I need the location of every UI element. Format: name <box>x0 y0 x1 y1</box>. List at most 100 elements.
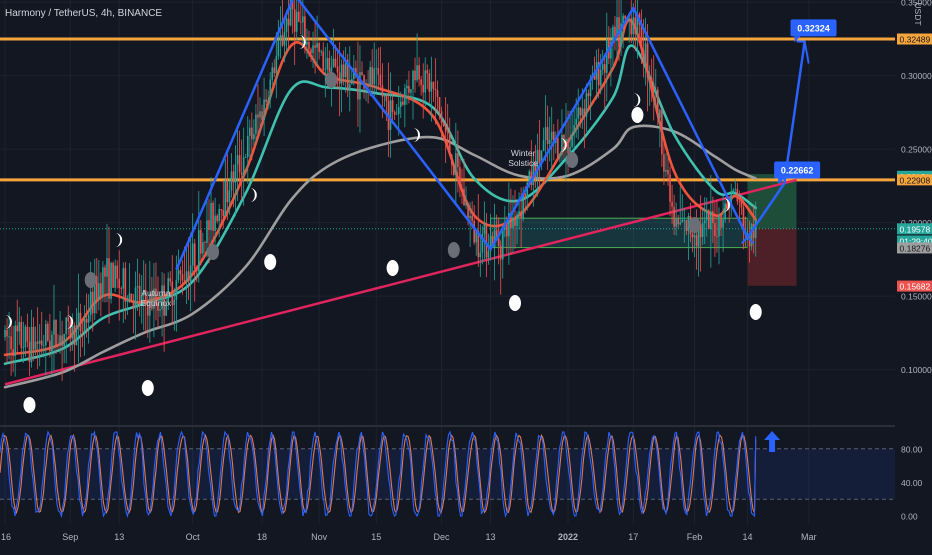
candle-body <box>361 72 363 75</box>
candle-body <box>692 234 694 237</box>
new-moon-icon <box>566 152 578 168</box>
candle-body <box>284 32 286 45</box>
candle-body <box>647 43 649 77</box>
candle-body <box>720 215 722 228</box>
candle-body <box>204 242 206 243</box>
candle-body <box>63 334 65 346</box>
candle-body <box>445 126 447 132</box>
candle-body <box>708 210 710 229</box>
x-tick-label: Nov <box>311 532 328 542</box>
candle-body <box>469 216 471 218</box>
ema-line-1 <box>5 46 756 364</box>
symbol-header: Harmony / TetherUS, 4h, BINANCE <box>5 8 162 19</box>
full-moon-icon <box>631 107 643 123</box>
candle-body <box>606 40 608 73</box>
candle-body <box>300 22 302 23</box>
candle-body <box>390 100 392 130</box>
candle-body <box>125 268 127 302</box>
candle-body <box>21 322 23 348</box>
candle-body <box>739 201 741 202</box>
candle-body <box>312 45 314 53</box>
x-tick-label: 14 <box>743 532 753 542</box>
candle-body <box>84 319 86 331</box>
x-tick-label: 18 <box>257 532 267 542</box>
candle-body <box>447 132 449 133</box>
candle-body <box>420 79 422 84</box>
x-tick-label: Sep <box>62 532 78 542</box>
candle-body <box>545 127 547 140</box>
candle-body <box>259 111 261 117</box>
candle-body <box>74 325 76 345</box>
candle-body <box>502 230 504 259</box>
y-tick-label: 0.25000 <box>901 145 932 155</box>
candle-body <box>396 114 398 115</box>
candle-body <box>422 85 424 93</box>
candle-body <box>296 12 298 32</box>
candle-body <box>37 342 39 344</box>
candle-body <box>557 138 559 157</box>
x-tick-label: 2022 <box>558 532 578 542</box>
candle-body <box>190 265 192 281</box>
candle-body <box>220 209 222 210</box>
candle-body <box>98 283 100 299</box>
candle-body <box>378 68 380 74</box>
candle-body <box>265 99 267 102</box>
candle-body <box>471 216 473 221</box>
candle-body <box>675 219 677 227</box>
candle-body <box>33 327 35 350</box>
crescent-moon-icon <box>250 188 257 202</box>
candle-body <box>588 93 590 96</box>
candle-body <box>174 300 176 306</box>
candle-body <box>577 108 579 119</box>
candle-body <box>251 128 253 140</box>
candle-body <box>233 171 235 182</box>
candle-body <box>306 42 308 45</box>
candle-body <box>53 320 55 335</box>
candle-body <box>655 90 657 91</box>
candle-body <box>484 224 486 234</box>
candle-body <box>92 292 94 313</box>
candle-body <box>732 190 734 193</box>
candle-body <box>243 157 245 174</box>
candle-body <box>235 165 237 183</box>
candle-body <box>467 203 469 218</box>
annotation-equinox-1: Autumn <box>141 288 171 298</box>
candle-body <box>488 251 490 257</box>
candle-body <box>449 133 451 155</box>
candle-body <box>665 170 667 172</box>
x-tick-label: Feb <box>687 532 703 542</box>
candle-body <box>194 243 196 268</box>
candle-body <box>382 85 384 96</box>
candle-body <box>586 93 588 116</box>
target-callout-text: 0.22662 <box>781 165 814 175</box>
candle-body <box>298 12 300 22</box>
candle-body <box>651 78 653 84</box>
candle-body <box>661 110 663 155</box>
candle-body <box>316 43 318 48</box>
candle-body <box>633 17 635 34</box>
candle-body <box>133 300 135 308</box>
target-callout-text: 0.32324 <box>797 23 830 33</box>
candle-body <box>100 283 102 297</box>
candle-body <box>202 242 204 253</box>
candle-body <box>86 319 88 323</box>
annotation-solstice-2: Solstice <box>508 158 538 168</box>
candle-body <box>543 140 545 151</box>
candle-body <box>630 18 632 34</box>
candle-body <box>112 263 114 288</box>
candle-body <box>49 341 51 352</box>
full-moon-icon <box>387 260 399 276</box>
candle-body <box>341 64 343 83</box>
candle-body <box>339 72 341 83</box>
candle-body <box>429 73 431 91</box>
candle-body <box>212 203 214 231</box>
candle-body <box>176 280 178 300</box>
candle-body <box>61 335 63 345</box>
candle-body <box>573 125 575 134</box>
candle-body <box>67 317 69 321</box>
candle-body <box>27 327 29 342</box>
candle-body <box>59 335 61 345</box>
x-tick-label: 16 <box>1 532 11 542</box>
